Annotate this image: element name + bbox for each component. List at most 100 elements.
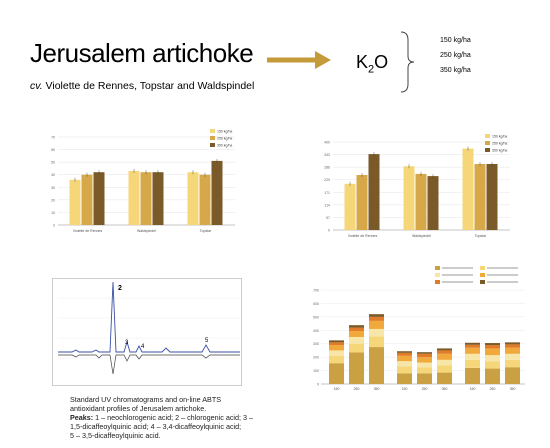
legend-label: 150 kg/ha: [217, 130, 232, 134]
legend-swatch: [480, 273, 485, 277]
stacked-segment-4-3: [397, 361, 412, 367]
stacked-segment-4-2: [397, 366, 412, 374]
legend-swatch: [435, 273, 440, 277]
legend-swatch: [480, 280, 485, 284]
stacked-bar-chart: 0 100 200 300 400 500 600 700 150 250 350 150 250 350…: [313, 266, 525, 391]
x-tick-label: Topstar: [475, 234, 487, 238]
bar-chart-left: 0 10 20 30 40 50 60 70 Violette de Rennes Waldspi…: [51, 129, 235, 233]
y-tick-label: 229: [324, 178, 330, 182]
x-tick-label: 350: [374, 387, 380, 391]
y-tick-label: 114: [324, 203, 330, 207]
stacked-segment-5-6: [417, 352, 432, 354]
bar-violette-de-rennes-2: [81, 174, 93, 225]
caption-line-5: 5 – 3,5-dicaffeoylquinic acid.: [70, 431, 161, 440]
stacked-segment-7-1: [465, 367, 480, 384]
caption-line-3: Peaks: 1 – neochlorogenic acid; 2 – chlo…: [70, 413, 254, 422]
y-tick-label: 700: [313, 289, 319, 293]
caption-line-2: antioxidant profiles of Jerusalem artich…: [70, 404, 207, 413]
stacked-segment-8-3: [485, 355, 500, 362]
uv-trace: [58, 281, 240, 353]
x-tick-label: 250: [422, 387, 428, 391]
stacked-segment-2-4: [349, 330, 364, 337]
stacked-segment-6-2: [437, 365, 452, 373]
cultivar-names: Violette de Rennes, Topstar and Waldspin…: [42, 80, 255, 92]
legend-label: 250 kg/ha: [492, 142, 507, 146]
y-tick-label: 400: [313, 329, 319, 333]
stacked-segment-5-4: [417, 357, 432, 363]
stacked-segment-4-6: [397, 351, 412, 353]
stacked-segment-7-3: [465, 353, 480, 360]
chromatogram-frame: [52, 278, 242, 386]
legend-label: 350 kg/ha: [492, 149, 507, 153]
y-tick-label: 500: [313, 315, 319, 319]
stacked-segment-4-1: [397, 373, 412, 384]
y-tick-label: 70: [51, 136, 55, 140]
stacked-segment-2-2: [349, 343, 364, 353]
stacked-segment-3-1: [369, 347, 384, 384]
stacked-segment-1-6: [329, 340, 344, 343]
peaks-label: Peaks:: [70, 413, 94, 422]
cultivar-subtitle: cv. Violette de Rennes, Topstar and Wald…: [30, 80, 254, 92]
stacked-segment-3-2: [369, 336, 384, 348]
stacked-segment-8-2: [485, 361, 500, 369]
stacked-segment-6-3: [437, 359, 452, 366]
bar-topstar-3: [486, 164, 498, 230]
legend-label: 250 kg/ha: [217, 137, 232, 141]
stacked-segment-8-6: [485, 343, 500, 346]
stacked-segment-1-2: [329, 355, 344, 364]
bar-waldspindel-1: [403, 166, 415, 230]
y-tick-label: 100: [313, 369, 319, 373]
stacked-segment-6-6: [437, 348, 452, 351]
y-tick-label: 0: [328, 229, 330, 233]
stacked-segment-5-3: [417, 362, 432, 368]
legend-label: 150 kg/ha: [492, 135, 507, 139]
stacked-segment-8-4: [485, 348, 500, 356]
x-tick-label: Topstar: [200, 229, 212, 233]
x-tick-label: 150: [334, 387, 340, 391]
stacked-segment-1-1: [329, 363, 344, 384]
x-tick-label: 350: [442, 387, 448, 391]
y-tick-label: 0: [317, 383, 319, 387]
y-tick-label: 20: [51, 198, 55, 202]
peak-label-5: 5: [205, 338, 209, 344]
chromatogram-gridlines: [58, 297, 240, 359]
page-title: Jerusalem artichoke: [30, 38, 254, 68]
stacked-segment-1-3: [329, 350, 344, 356]
legend-swatch: [210, 129, 215, 133]
rate-150: 150 kg/ha: [440, 37, 471, 44]
stacked-segment-9-4: [505, 347, 520, 354]
stacked-segment-5-5: [417, 353, 432, 358]
stacked-segment-9-6: [505, 342, 520, 345]
legend-swatch: [210, 136, 215, 140]
caption-line-4: 1,5-dicaffeoylquinic acid; 4 – 3,4-dicaf…: [70, 422, 242, 431]
y-tick-label: 0: [53, 224, 55, 228]
stacked-segment-1-4: [329, 345, 344, 351]
stacked-segment-3-5: [369, 316, 384, 321]
stacked-segment-6-4: [437, 353, 452, 360]
x-tick-label: Violette de Rennes: [73, 229, 103, 233]
bar-topstar-1: [187, 172, 199, 225]
y-tick-label: 343: [324, 153, 330, 157]
uv-chromatogram: 2 3 4 5: [52, 278, 242, 386]
stacked-segment-7-4: [465, 347, 480, 354]
abts-trace: [58, 354, 240, 375]
stacked-segment-7-2: [465, 359, 480, 368]
stacked-segment-9-3: [505, 353, 520, 360]
y-tick-label: 400: [324, 141, 330, 145]
cv-label: cv.: [30, 80, 43, 92]
y-tick-label: 600: [313, 302, 319, 306]
caption-line-1: Standard UV chromatograms and on-line AB…: [70, 395, 222, 404]
stacked-segment-9-2: [505, 359, 520, 368]
stacked-segment-9-1: [505, 367, 520, 384]
arrow-icon: [267, 51, 331, 69]
legend-swatch: [435, 266, 440, 270]
rate-250: 250 kg/ha: [440, 52, 471, 59]
legend-label: 350 kg/ha: [217, 144, 232, 148]
y-tick-label: 40: [51, 173, 55, 177]
stacked-segment-4-5: [397, 352, 412, 356]
y-tick-label: 286: [324, 166, 330, 170]
bar-violette-de-rennes-2: [356, 175, 368, 230]
legend-swatch: [435, 280, 440, 284]
stacked-segment-8-1: [485, 368, 500, 384]
y-tick-label: 200: [313, 356, 319, 360]
